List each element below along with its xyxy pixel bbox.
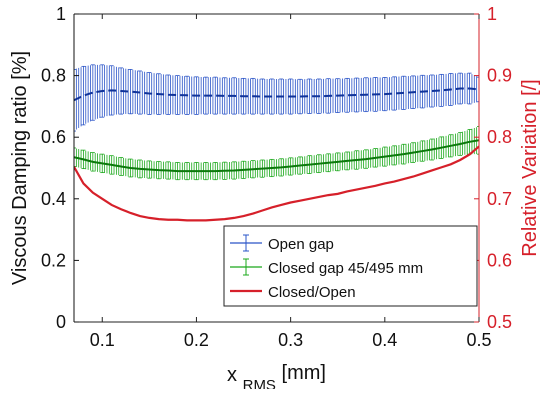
y-right-tick-label: 0.8	[487, 127, 512, 147]
x-axis-label-sub: RMS	[243, 377, 276, 390]
y-right-tick-label: 0.5	[487, 312, 512, 332]
y-right-tick-label: 0.6	[487, 250, 512, 270]
x-tick-label: 0.4	[372, 330, 397, 350]
y-left-tick-label: 0.2	[41, 250, 66, 270]
legend-label: Closed/Open	[268, 284, 356, 301]
legend-label: Closed gap 45/495 mm	[268, 260, 423, 277]
y-left-tick-label: 1	[56, 4, 66, 24]
x-axis-label-main: x	[227, 364, 237, 386]
legend: Open gap Closed gap 45/495 mm Closed/Open	[224, 226, 477, 306]
y-axis-left-label: Viscous Damping ratio [%]	[9, 51, 31, 285]
y-left-tick-label: 0.6	[41, 127, 66, 147]
legend-entry-1: Open gap	[230, 235, 334, 253]
x-tick-label: 0.5	[466, 330, 491, 350]
x-axis-label-unit: [mm]	[282, 362, 326, 384]
x-tick-label: 0.3	[278, 330, 303, 350]
y-left-tick-label: 0.4	[41, 189, 66, 209]
y-left-tick-label: 0	[56, 312, 66, 332]
x-tick-label: 0.2	[184, 330, 209, 350]
y-right-tick-label: 0.9	[487, 66, 512, 86]
y-left-tick-label: 0.8	[41, 66, 66, 86]
y-right-tick-label: 1	[487, 4, 497, 24]
x-axis-label: x RMS [mm]	[227, 362, 326, 389]
legend-label: Open gap	[268, 236, 334, 253]
y-right-tick-label: 0.7	[487, 189, 512, 209]
y-axis-right-label: Relative Variation [/]	[519, 79, 541, 257]
x-tick-label: 0.1	[90, 330, 115, 350]
